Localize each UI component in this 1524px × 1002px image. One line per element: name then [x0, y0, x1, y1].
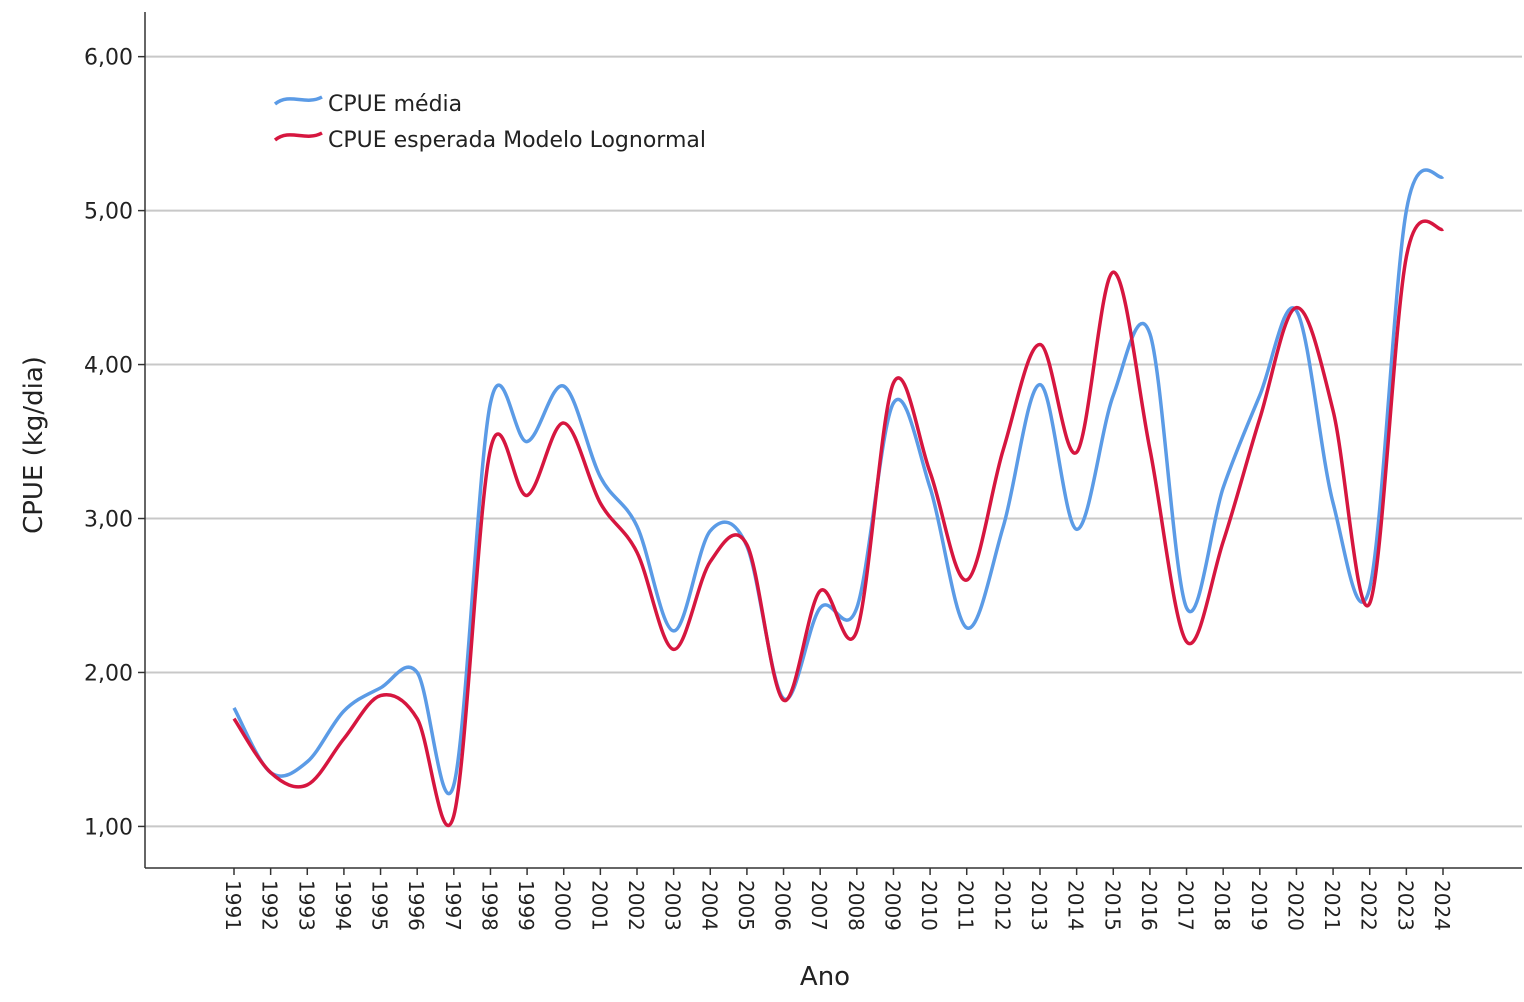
- x-tick-label: 2003: [661, 880, 685, 931]
- line: [232, 168, 1445, 796]
- y-axis-title: CPUE (kg/dia): [19, 356, 49, 534]
- y-tick-label: 3,00: [84, 508, 133, 533]
- x-tick-label: 2000: [551, 880, 575, 931]
- x-tick-label: 2013: [1027, 880, 1051, 931]
- y-tick-label: 2,00: [84, 661, 133, 686]
- x-tick-label: 2007: [807, 880, 831, 931]
- x-tick-label: 2019: [1247, 880, 1271, 931]
- x-tick-label: 1999: [514, 880, 538, 931]
- x-tick-label: 2021: [1320, 880, 1344, 931]
- legend-swatch: [273, 95, 323, 106]
- y-tick-label: 4,00: [84, 354, 133, 379]
- x-tick-label: 1993: [294, 880, 318, 931]
- x-axis-title: Ano: [800, 962, 850, 992]
- x-tick-label: 2012: [990, 880, 1014, 931]
- x-tick-label: 2016: [1137, 880, 1161, 931]
- x-tick-label: 2023: [1393, 880, 1417, 931]
- x-tick-label: 2020: [1283, 880, 1307, 931]
- x-tick-label: 2010: [917, 880, 941, 931]
- x-tick-label: 2002: [624, 880, 648, 931]
- legend-label: CPUE esperada Modelo Lognormal: [328, 128, 706, 153]
- x-tick-label: 2004: [697, 880, 721, 931]
- y-tick-label: 6,00: [84, 46, 133, 71]
- line: [232, 219, 1445, 828]
- x-tick-label: 2022: [1357, 880, 1381, 931]
- x-tick-label: 1995: [368, 880, 392, 931]
- x-tick-label: 2001: [587, 880, 611, 931]
- x-tick-label: 2017: [1174, 880, 1198, 931]
- x-tick-label: 1996: [404, 880, 428, 931]
- y-tick-label: 5,00: [84, 200, 133, 225]
- x-tick-label: 1997: [441, 880, 465, 931]
- legend-label: CPUE média: [328, 92, 462, 117]
- x-tick-label: 1992: [258, 880, 282, 931]
- x-tick-label: 2006: [771, 880, 795, 931]
- x-tick-label: 1998: [477, 880, 501, 931]
- x-tick-label: 2015: [1100, 880, 1124, 931]
- x-tick-label: 1991: [221, 880, 245, 931]
- x-tick-label: 1994: [331, 880, 355, 931]
- x-tick-label: 2011: [954, 880, 978, 931]
- legend-swatch: [273, 131, 323, 142]
- x-tick-label: 2018: [1210, 880, 1234, 931]
- y-tick-label: 1,00: [84, 815, 133, 840]
- x-tick-label: 2024: [1430, 880, 1454, 931]
- x-tick-label: 2005: [734, 880, 758, 931]
- x-tick-label: 2008: [844, 880, 868, 931]
- x-tick-label: 2009: [880, 880, 904, 931]
- x-tick-label: 2014: [1064, 880, 1088, 931]
